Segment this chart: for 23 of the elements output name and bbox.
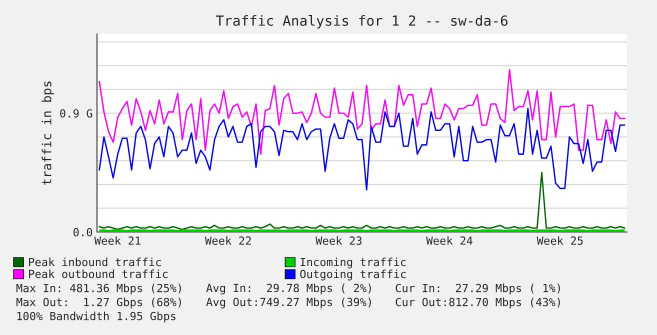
- text: Max Out: 1.27 Gbps (68%): [16, 298, 181, 308]
- chart-title: Traffic Analysis for 1 2 -- sw-da-6: [216, 15, 508, 29]
- y-axis-title: traffic in bps: [42, 82, 54, 185]
- y-tick-label: 0.9 G: [60, 109, 92, 118]
- legend-label: Peak inbound traffic: [29, 258, 161, 266]
- legend-label: Peak outbound traffic: [29, 270, 168, 278]
- line-series: [98, 68, 626, 155]
- x-tick-label: Week 21: [94, 236, 140, 245]
- text: Cur In: 27.29 Mbps ( 1%): [396, 284, 560, 294]
- legend-label: Incoming traffic: [300, 258, 406, 268]
- x-tick-label: Week 23: [316, 236, 362, 245]
- x-tick-label: Week 25: [536, 236, 583, 245]
- text: 100% Bandwidth 1.95 Gbps: [17, 312, 176, 322]
- text: Cur Out:812.70 Mbps (43%): [396, 298, 560, 308]
- x-tick-label: Week 22: [204, 236, 251, 245]
- line-series: [98, 108, 626, 190]
- text: Avg Out:749.27 Mbps (39%): [206, 298, 371, 308]
- text: Max In: 481.36 Mbps (25%): [16, 284, 181, 294]
- line-series: [98, 172, 626, 230]
- y-tick-label: 0.0: [73, 228, 92, 236]
- text: Avg In: 29.78 Mbps ( 2%): [206, 284, 371, 294]
- legend-label: Outgoing traffic: [300, 270, 406, 280]
- x-tick-label: Week 24: [426, 236, 472, 245]
